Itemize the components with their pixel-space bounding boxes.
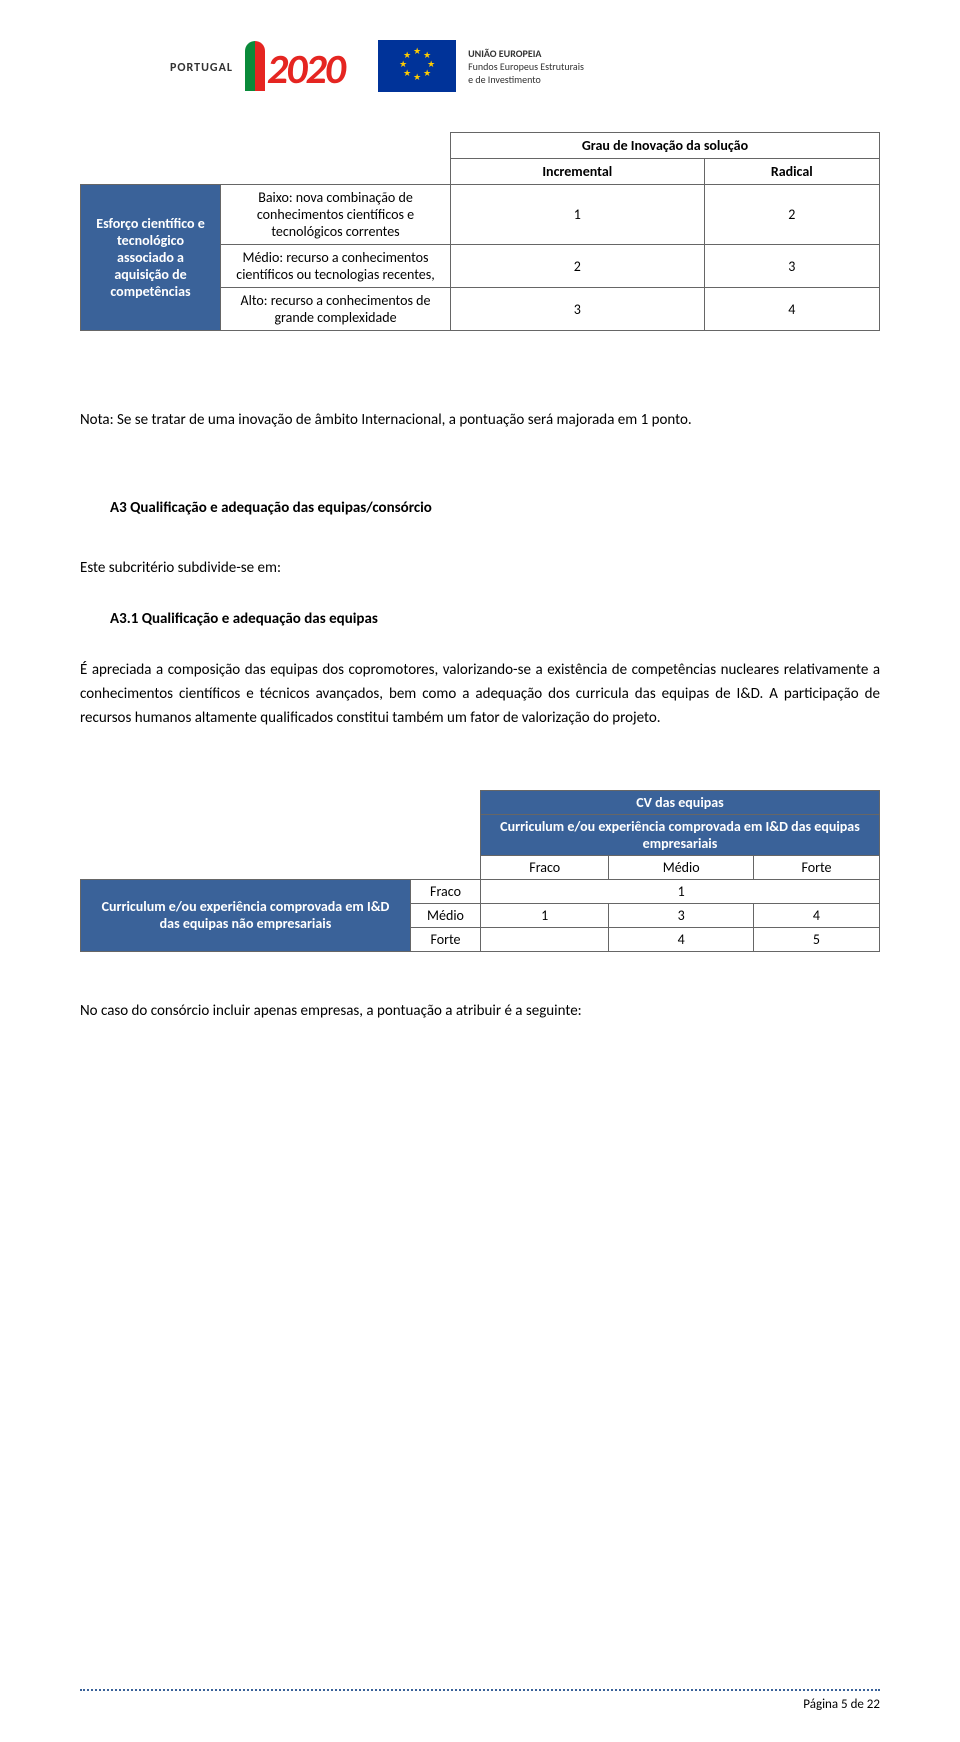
cell: 1	[451, 185, 705, 245]
row-baixo-label: Baixo: nova combinação de conhecimentos …	[221, 185, 451, 245]
cell: 2	[451, 245, 705, 288]
col-radical: Radical	[704, 159, 879, 185]
eu-flag-icon: ★ ★ ★ ★ ★ ★ ★ ★	[378, 40, 456, 92]
body-paragraph: É apreciada a composição das equipas dos…	[80, 658, 880, 730]
footer: Página 5 de 22	[80, 1689, 880, 1712]
eu-title: UNIÃO EUROPEIA	[468, 47, 584, 60]
cell: 3	[609, 903, 753, 927]
footer-divider	[80, 1689, 880, 1691]
col-incremental: Incremental	[451, 159, 705, 185]
row-alto-label: Alto: recurso a conhecimentos de grande …	[221, 288, 451, 331]
year-2020: 2020	[267, 49, 344, 91]
closing-text: No caso do consórcio incluir apenas empr…	[80, 1002, 880, 1020]
a31-title: A3.1 Qualificação e adequação das equipa…	[80, 610, 880, 628]
cell: 4	[609, 927, 753, 951]
cell: 4	[704, 288, 879, 331]
curriculum-row-header: Curriculum e/ou experiência comprovada e…	[81, 879, 411, 951]
cell: 1	[481, 903, 609, 927]
cell: 3	[704, 245, 879, 288]
a3-title: A3 Qualificação e adequação das equipas/…	[80, 499, 880, 517]
cell: 3	[451, 288, 705, 331]
innovation-table: Grau de Inovação da solução Incremental …	[80, 132, 880, 331]
cell: 1	[609, 879, 753, 903]
cell: 2	[704, 185, 879, 245]
portugal2020-logo: PORTUGAL	[170, 61, 233, 71]
note-text: Nota: Se se tratar de uma inovação de âm…	[80, 411, 880, 429]
col-medio: Médio	[609, 855, 753, 879]
cv-subtitle: Curriculum e/ou experiência comprovada e…	[481, 814, 880, 855]
cell	[753, 879, 879, 903]
eu-sub1: Fundos Europeus Estruturais	[468, 60, 584, 73]
cell	[481, 927, 609, 951]
subdivide-text: Este subcritério subdivide-se em:	[80, 557, 880, 580]
col-forte: Forte	[753, 855, 879, 879]
cell: 5	[753, 927, 879, 951]
portugal-flag-icon	[245, 41, 265, 91]
header-logos: PORTUGAL 2020 ★ ★ ★ ★ ★ ★ ★ ★ UNIÃO EURO…	[80, 40, 880, 92]
row-medio-label: Médio: recurso a conhecimentos científic…	[221, 245, 451, 288]
page-number: Página 5 de 22	[80, 1697, 880, 1712]
row-forte-label: Forte	[411, 927, 481, 951]
eu-sub2: e de Investimento	[468, 73, 584, 86]
col-fraco: Fraco	[481, 855, 609, 879]
eu-text: UNIÃO EUROPEIA Fundos Europeus Estrutura…	[468, 47, 584, 86]
cv-title: CV das equipas	[481, 790, 880, 814]
cell	[481, 879, 609, 903]
portugal-label: PORTUGAL	[170, 61, 233, 75]
cv-table: CV das equipas Curriculum e/ou experiênc…	[80, 790, 880, 952]
effort-row-header: Esforço científico e tecnológico associa…	[81, 185, 221, 331]
cell: 4	[753, 903, 879, 927]
grau-header: Grau de Inovação da solução	[451, 133, 880, 159]
row-medio-label: Médio	[411, 903, 481, 927]
row-fraco-label: Fraco	[411, 879, 481, 903]
